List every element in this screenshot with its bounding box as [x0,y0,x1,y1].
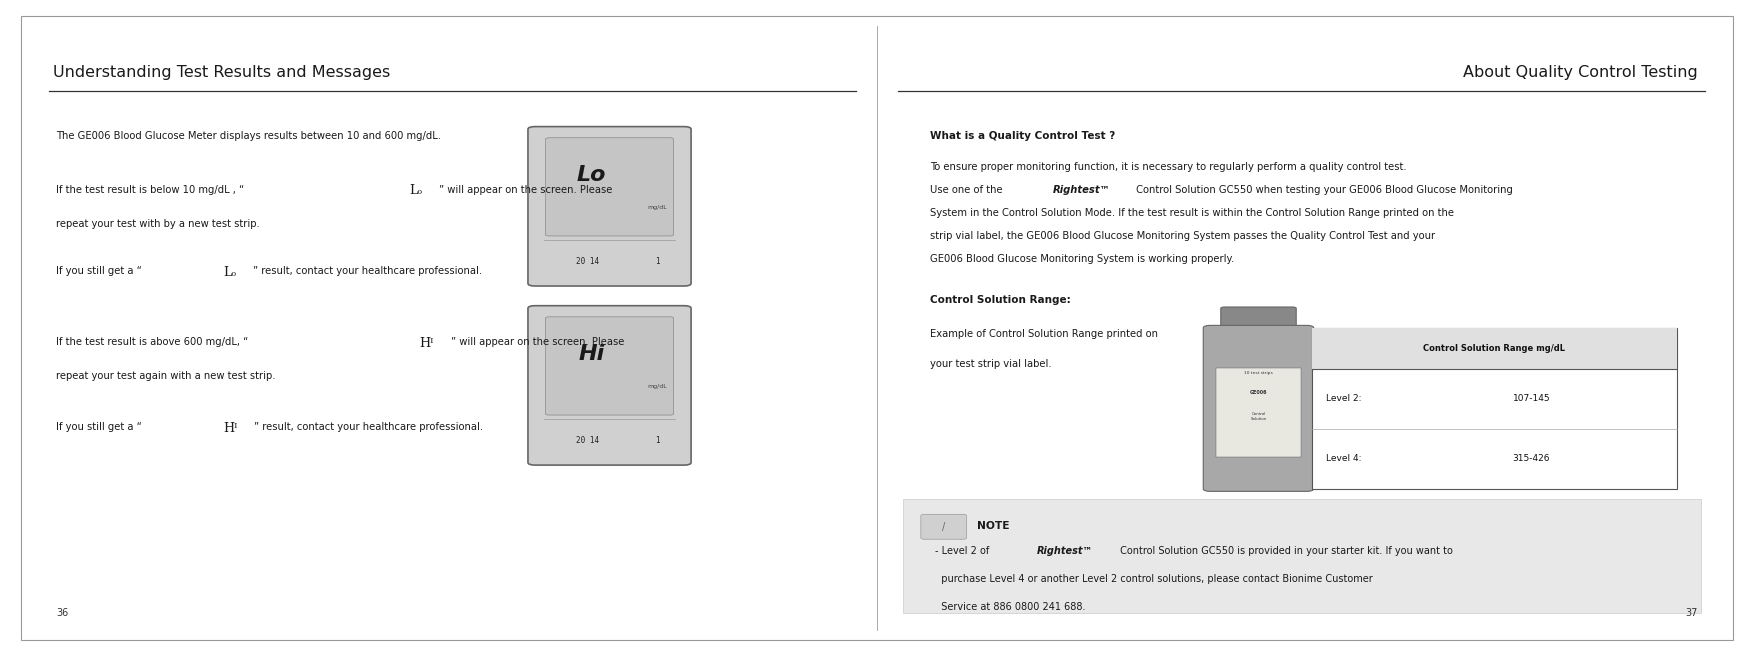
Text: Hi: Hi [579,344,605,365]
Text: 107-145: 107-145 [1512,394,1551,403]
Text: Hᴵ: Hᴵ [225,422,239,435]
FancyBboxPatch shape [545,317,674,415]
Text: 36: 36 [56,608,68,618]
Text: Example of Control Solution Range printed on: Example of Control Solution Range printe… [930,329,1158,339]
Text: ” will appear on the screen. Please: ” will appear on the screen. Please [451,337,624,347]
Text: /: / [942,522,945,532]
Text: About Quality Control Testing: About Quality Control Testing [1463,65,1698,80]
Text: 10 test strips: 10 test strips [1244,371,1273,375]
Text: mg/dL: mg/dL [647,384,667,390]
Text: System in the Control Solution Mode. If the test result is within the Control So: System in the Control Solution Mode. If … [930,208,1454,218]
Text: Lₒ: Lₒ [225,266,237,279]
FancyBboxPatch shape [1312,328,1677,489]
Bar [1312,328,1677,369]
Text: Level 4:: Level 4: [1326,455,1361,463]
Text: Control Solution Range:: Control Solution Range: [930,295,1070,305]
Text: mg/dL: mg/dL [647,205,667,211]
Text: Use one of the: Use one of the [930,185,1005,195]
Text: Lo: Lo [577,165,607,186]
Text: Control Solution GC550 is provided in your starter kit. If you want to: Control Solution GC550 is provided in yo… [1117,546,1452,556]
Text: strip vial label, the GE006 Blood Glucose Monitoring System passes the Quality C: strip vial label, the GE006 Blood Glucos… [930,231,1435,241]
FancyBboxPatch shape [21,16,1733,640]
Text: - Level 2 of: - Level 2 of [935,546,993,556]
FancyBboxPatch shape [1203,325,1314,491]
Text: Hᴵ: Hᴵ [419,337,433,350]
Text: Control Solution GC550 when testing your GE006 Blood Glucose Monitoring: Control Solution GC550 when testing your… [1133,185,1514,195]
Text: GE006: GE006 [1251,390,1266,395]
Text: 20 14: 20 14 [575,436,598,445]
Text: If the test result is above 600 mg/dL, “: If the test result is above 600 mg/dL, “ [56,337,249,347]
Text: Service at 886 0800 241 688.: Service at 886 0800 241 688. [935,602,1086,612]
Text: ” result, contact your healthcare professional.: ” result, contact your healthcare profes… [254,422,484,432]
Text: Rightest™: Rightest™ [1037,546,1093,556]
Text: To ensure proper monitoring function, it is necessary to regularly perform a qua: To ensure proper monitoring function, it… [930,162,1407,172]
Text: If the test result is below 10 mg/dL , “: If the test result is below 10 mg/dL , “ [56,185,244,195]
Text: purchase Level 4 or another Level 2 control solutions, please contact Bionime Cu: purchase Level 4 or another Level 2 cont… [935,574,1373,584]
Text: Control
Solution: Control Solution [1251,412,1266,420]
Text: repeat your test again with a new test strip.: repeat your test again with a new test s… [56,371,275,381]
Text: The GE006 Blood Glucose Meter displays results between 10 and 600 mg/dL.: The GE006 Blood Glucose Meter displays r… [56,131,440,141]
Text: 1: 1 [654,436,660,445]
Text: ” will appear on the screen. Please: ” will appear on the screen. Please [438,185,612,195]
Text: 37: 37 [1686,608,1698,618]
Text: Level 2:: Level 2: [1326,394,1361,403]
Text: NOTE: NOTE [977,521,1010,531]
Text: GE006 Blood Glucose Monitoring System is working properly.: GE006 Blood Glucose Monitoring System is… [930,254,1233,264]
Text: What is a Quality Control Test ?: What is a Quality Control Test ? [930,131,1116,141]
FancyBboxPatch shape [903,499,1701,613]
Text: 315-426: 315-426 [1512,455,1551,463]
FancyBboxPatch shape [1221,307,1296,326]
Text: Understanding Test Results and Messages: Understanding Test Results and Messages [53,65,389,80]
Text: Control Solution Range mg/dL: Control Solution Range mg/dL [1424,344,1565,353]
FancyBboxPatch shape [545,138,674,236]
Bar [1216,368,1301,457]
Text: If you still get a “: If you still get a “ [56,266,142,276]
FancyBboxPatch shape [528,127,691,286]
Text: 20 14: 20 14 [575,257,598,266]
Text: If you still get a “: If you still get a “ [56,422,142,432]
Text: Rightest™: Rightest™ [1052,185,1110,195]
FancyBboxPatch shape [528,306,691,465]
Text: Lₒ: Lₒ [410,184,423,197]
Text: 1: 1 [654,257,660,266]
Text: repeat your test with by a new test strip.: repeat your test with by a new test stri… [56,219,260,229]
FancyBboxPatch shape [921,514,966,539]
Text: ” result, contact your healthcare professional.: ” result, contact your healthcare profes… [254,266,482,276]
Text: your test strip vial label.: your test strip vial label. [930,359,1051,369]
